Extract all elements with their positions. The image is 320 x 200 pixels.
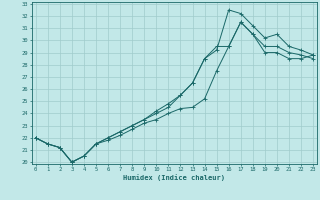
X-axis label: Humidex (Indice chaleur): Humidex (Indice chaleur)	[124, 174, 225, 181]
